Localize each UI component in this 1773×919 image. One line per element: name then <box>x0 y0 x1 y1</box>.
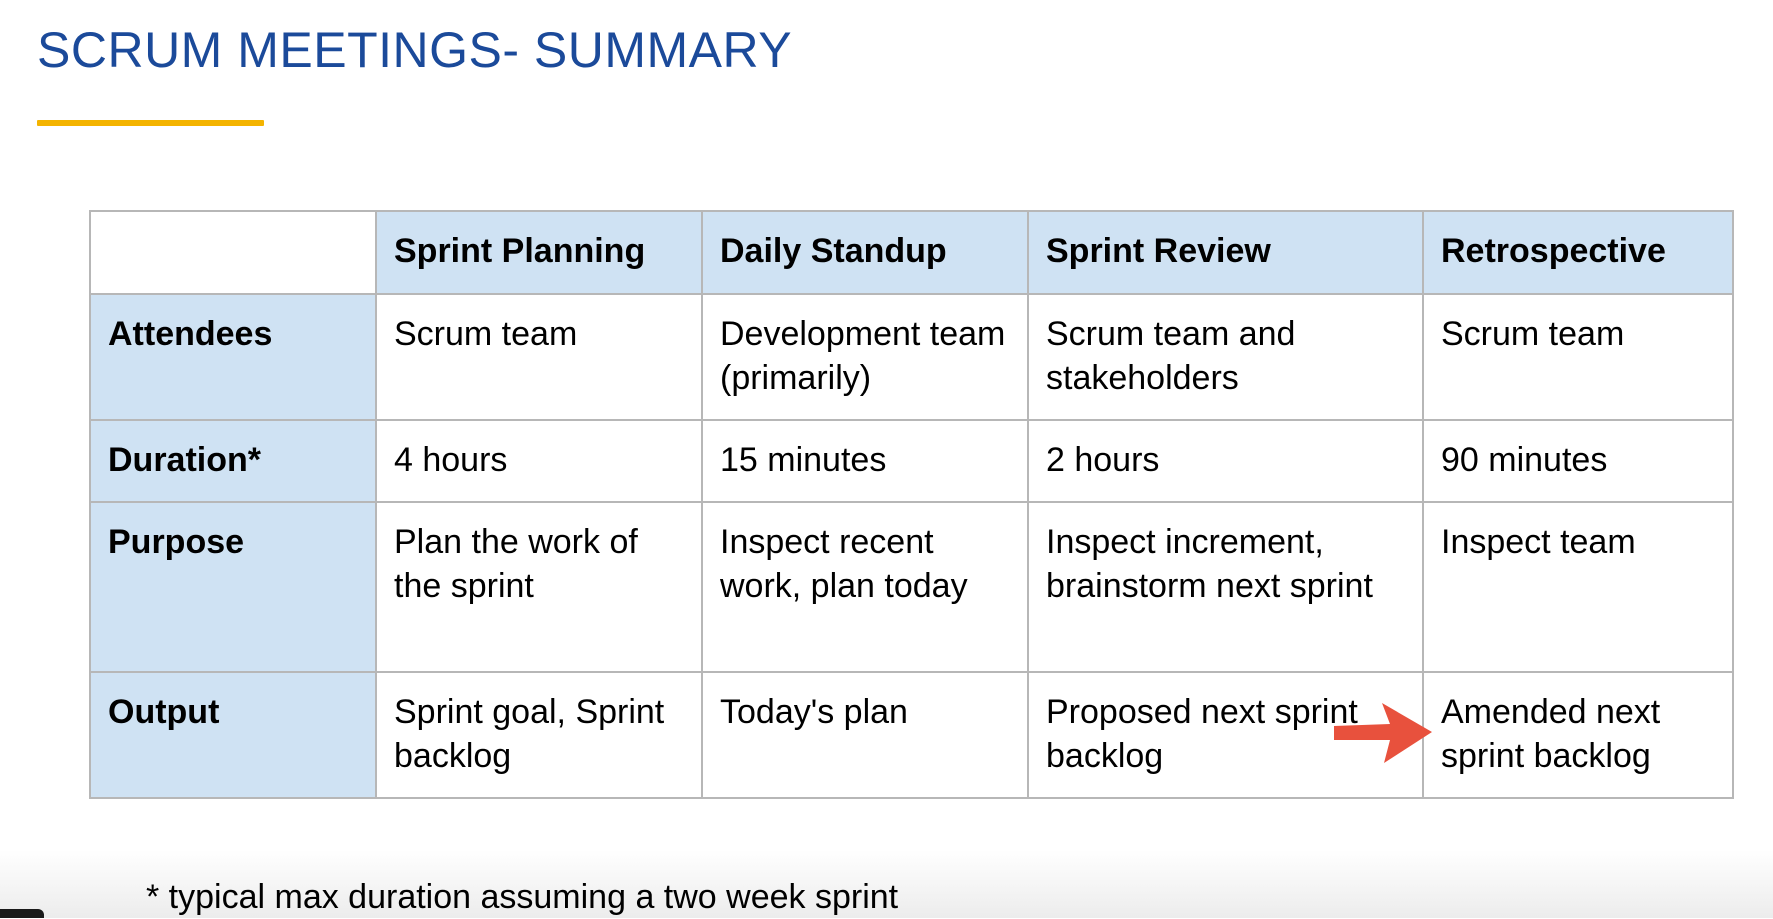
column-header: Daily Standup <box>701 210 1029 295</box>
table-cell: 90 minutes <box>1422 419 1734 503</box>
table-cell: Scrum team and stakeholders <box>1027 293 1424 421</box>
row-label: Output <box>89 671 377 799</box>
column-header: Retrospective <box>1422 210 1734 295</box>
column-header: Sprint Planning <box>375 210 703 295</box>
table-header-row: Sprint Planning Daily Standup Sprint Rev… <box>89 210 1734 295</box>
table-cell: Scrum team <box>1422 293 1734 421</box>
table-cell: 4 hours <box>375 419 703 503</box>
row-label: Purpose <box>89 501 377 673</box>
table-cell: Today's plan <box>701 671 1029 799</box>
table-cell: Inspect recent work, plan today <box>701 501 1029 673</box>
table-row: Output Sprint goal, Sprint backlog Today… <box>89 671 1734 799</box>
row-label: Duration* <box>89 419 377 503</box>
slide-title: SCRUM MEETINGS- SUMMARY <box>37 22 793 78</box>
arrow-right-icon <box>1334 703 1432 763</box>
video-player-corner <box>0 909 44 918</box>
table-cell: 2 hours <box>1027 419 1424 503</box>
footnote: * typical max duration assuming a two we… <box>146 878 899 916</box>
table-row: Duration* 4 hours 15 minutes 2 hours 90 … <box>89 419 1734 503</box>
meetings-summary-table: Sprint Planning Daily Standup Sprint Rev… <box>89 210 1734 799</box>
table-cell: Amended next sprint backlog <box>1422 671 1734 799</box>
title-underline <box>37 120 264 126</box>
column-header: Sprint Review <box>1027 210 1424 295</box>
table-corner-cell <box>89 210 377 295</box>
table-cell: Plan the work of the sprint <box>375 501 703 673</box>
bottom-shade <box>0 850 1773 918</box>
table-cell: Inspect increment, brainstorm next sprin… <box>1027 501 1424 673</box>
table-cell: Inspect team <box>1422 501 1734 673</box>
table-cell: Development team (primarily) <box>701 293 1029 421</box>
table-cell: Scrum team <box>375 293 703 421</box>
table-cell: 15 minutes <box>701 419 1029 503</box>
table-row: Purpose Plan the work of the sprint Insp… <box>89 501 1734 673</box>
table-cell: Sprint goal, Sprint backlog <box>375 671 703 799</box>
table-row: Attendees Scrum team Development team (p… <box>89 293 1734 421</box>
row-label: Attendees <box>89 293 377 421</box>
